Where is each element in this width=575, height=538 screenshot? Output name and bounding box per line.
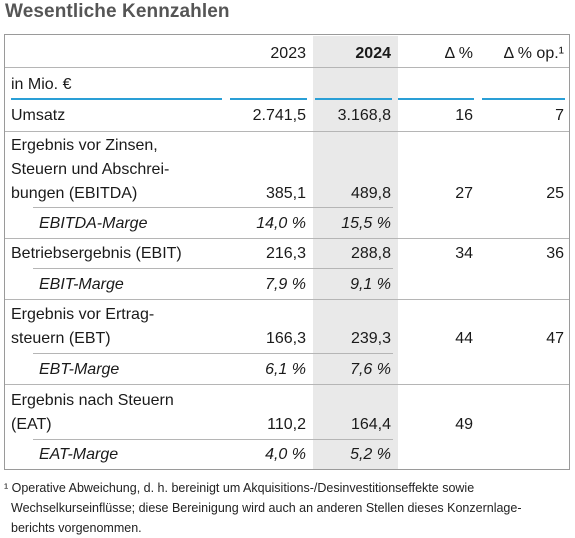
highlight-column-2024	[313, 36, 398, 469]
row-divider	[33, 268, 393, 269]
cell-delta: 34	[455, 245, 473, 262]
cell-2023: 216,3	[265, 245, 306, 262]
row-divider	[33, 439, 393, 440]
header-delta-op: Δ % op.¹	[503, 45, 565, 62]
cell-2023: 6,1 %	[265, 361, 306, 378]
cell-2024: 489,8	[350, 185, 391, 202]
cell-2024: 9,1 %	[350, 276, 391, 293]
cell-delta-op: 7	[555, 107, 564, 124]
cell-2024: 15,5 %	[341, 215, 391, 232]
accent-line-2024	[315, 98, 392, 100]
accent-line-2023	[230, 98, 307, 100]
cell-delta: 16	[455, 107, 473, 124]
row-label: Umsatz	[11, 107, 66, 124]
cell-delta-op: 47	[546, 330, 564, 347]
cell-2024: 164,4	[350, 416, 391, 433]
cell-2023: 110,2	[267, 416, 306, 433]
row-label: EBT-Marge	[39, 361, 120, 378]
page-title: Wesentliche Kennzahlen	[5, 1, 230, 22]
header-divider	[5, 67, 569, 68]
cell-delta-op: 25	[546, 185, 564, 202]
cell-2023: 4,0 %	[265, 446, 306, 463]
footnote-line: ¹ Operative Abweichung, d. h. bereinigt …	[4, 481, 475, 495]
accent-line-label	[11, 98, 222, 100]
row-divider	[33, 353, 393, 354]
header-2024: 2024	[355, 45, 391, 62]
row-label: Ergebnis vor Zinsen, Steuern und Abschre…	[11, 137, 170, 202]
cell-2024: 7,6 %	[350, 361, 391, 378]
footnote: ¹ Operative Abweichung, d. h. bereinigt …	[4, 478, 570, 538]
cell-2024: 5,2 %	[350, 446, 391, 463]
cell-delta: 44	[455, 330, 473, 347]
cell-2024: 3.168,8	[337, 107, 391, 124]
row-label: Betriebsergebnis (EBIT)	[11, 245, 182, 262]
cell-2024: 288,8	[350, 245, 391, 262]
header-delta: Δ %	[444, 45, 473, 62]
cell-2023: 14,0 %	[256, 215, 306, 232]
unit-label: in Mio. €	[11, 76, 72, 93]
row-label: EBITDA-Marge	[39, 215, 148, 232]
row-divider	[5, 131, 569, 132]
cell-delta-op: 36	[546, 245, 564, 262]
row-divider	[5, 299, 569, 300]
table-frame	[4, 34, 570, 470]
footnote-line: Wechselkurseinflüsse; diese Bereinigung …	[11, 501, 522, 515]
row-label: EAT-Marge	[39, 446, 119, 463]
row-divider	[5, 238, 569, 239]
row-label: Ergebnis nach Steuern (EAT)	[11, 392, 174, 433]
cell-2023: 7,9 %	[265, 276, 306, 293]
row-label: Ergebnis vor Ertrag- steuern (EBT)	[11, 306, 155, 347]
cell-2023: 2.741,5	[252, 107, 306, 124]
row-label: EBIT-Marge	[39, 276, 124, 293]
cell-delta: 27	[455, 185, 473, 202]
cell-2023: 166,3	[265, 330, 306, 347]
row-divider	[33, 207, 393, 208]
cell-2023: 385,1	[265, 185, 306, 202]
header-2023: 2023	[270, 45, 306, 62]
cell-delta: 49	[455, 416, 473, 433]
accent-line-delta	[398, 98, 474, 100]
accent-line-delta-op	[482, 98, 565, 100]
footnote-line: berichts vorgenommen.	[11, 521, 142, 535]
row-divider	[5, 384, 569, 385]
cell-2024: 239,3	[350, 330, 391, 347]
